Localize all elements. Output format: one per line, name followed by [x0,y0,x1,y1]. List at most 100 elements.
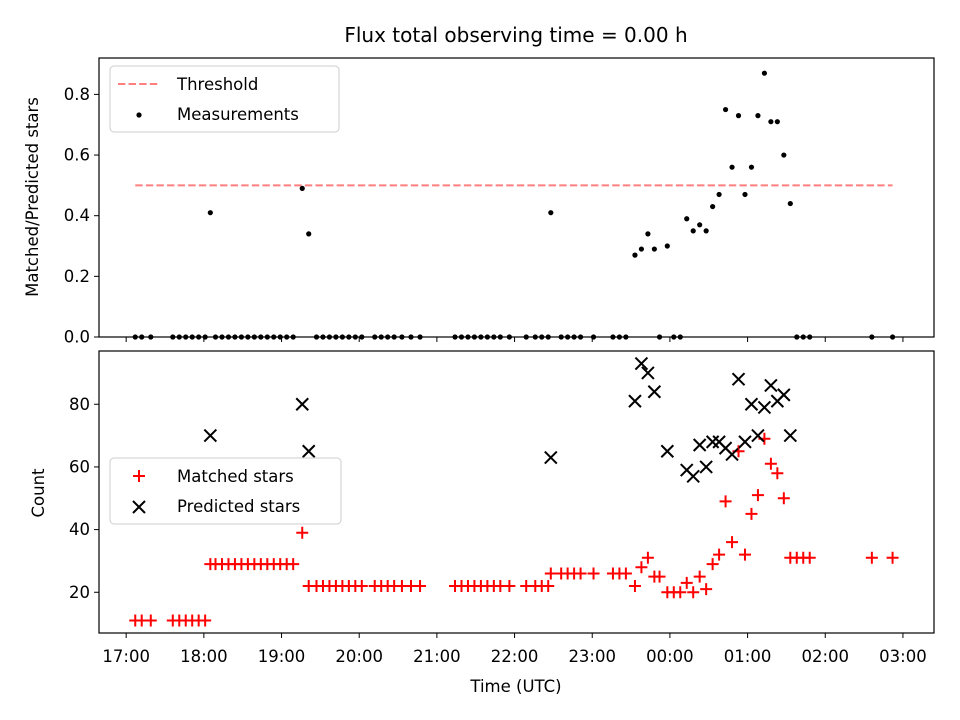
predicted-star-point [302,444,316,458]
predicted-star-point [777,388,791,402]
ratio-y-tick-label: 0.0 [64,328,90,347]
matched-star-point [738,548,751,561]
measurement-point [729,164,735,170]
predicted-star-point [686,469,700,484]
count-panel: Count Time (UTC) 20 40 60 80 17:00 18:00 19:00… [29,350,935,696]
measurement-point [716,191,722,198]
matched-star-point [414,580,427,592]
measurement-point [774,119,780,125]
matched-star-point [751,489,764,502]
predicted-star-point [699,460,713,474]
legend-label-predicted: Predicted stars [177,497,300,516]
measurement-point [703,228,709,234]
predicted-star-point [725,447,739,462]
count-x-tick-label: 03:00 [879,647,927,666]
count-legend-box [109,457,342,525]
ratio-plot-frame [98,57,935,338]
count-y-tick-label: 80 [69,395,90,414]
count-x-tick-label: 20:00 [335,647,383,666]
predicted-star-point [764,378,778,393]
count-legend: Matched stars Predicted stars [109,457,342,525]
matched-star-point [542,580,555,592]
matched-star-point [674,586,687,599]
measurement-point [632,252,638,258]
ratio-legend: Threshold Measurements [109,65,340,133]
predicted-star-point [738,435,752,449]
ratio-panel: Flux total observing time = 0.00 h Match… [23,23,935,347]
measurement-point [781,152,787,158]
count-y-tick-label: 40 [69,520,90,539]
matched-star-point [803,551,816,564]
matched-star-point [635,561,648,574]
matched-star-point [764,457,777,470]
measurement-point [548,210,554,216]
count-axes: 20 40 60 80 17:00 18:00 19:00 20:00 21:00 22:00 23… [69,395,927,666]
count-x-tick-label: 21:00 [413,647,461,666]
matched-star-point [641,551,654,564]
predicted-star-point [731,372,746,386]
measurement-point [768,119,774,125]
predicted-star-point [757,400,772,415]
count-y-tick-label: 60 [69,457,90,476]
predicted-star-point [634,356,649,371]
matched-star-point [700,583,713,596]
matched-star-point [726,536,739,549]
matched-star-point [719,495,732,508]
x-axis-label: Time (UTC) [469,677,561,696]
count-x-tick-label: 00:00 [646,647,694,666]
count-x-tick-label: 19:00 [258,647,306,666]
measurement-point [651,246,657,252]
count-x-tick-label: 02:00 [801,647,849,666]
matched-star-point [687,586,700,599]
measurement-point [299,185,305,192]
predicted-star-point [641,366,655,380]
measurement-point [735,113,742,119]
count-x-tick-label: 18:00 [180,647,228,666]
matched-star-point [574,567,587,580]
matched-star-point [771,467,784,480]
matched-star-point [886,551,899,564]
matched-star-point [865,551,878,564]
chart-title: Flux total observing time = 0.00 h [344,23,687,47]
measurement-point [306,231,312,237]
ratio-legend-box [109,65,340,133]
matched-star-point [693,570,706,583]
predicted-star-point [705,435,720,449]
matched-star-point [745,507,758,520]
predicted-star-point [295,397,309,411]
count-plot-frame [98,350,935,634]
measurement-point [697,222,703,228]
predicted-star-point [647,385,662,399]
legend-label-measurements: Measurements [177,105,299,124]
measurement-point [755,113,761,119]
count-x-tick-label: 17:00 [102,647,150,666]
ratio-y-tick-label: 0.6 [64,146,90,165]
matched-star-point [777,492,790,505]
measurement-point [645,231,651,237]
matched-star-point [587,567,600,580]
measurement-point [684,216,690,222]
count-x-tick-label: 01:00 [724,647,772,666]
measurement-point [761,70,768,76]
ratio-axes: 0.0 0.2 0.4 0.6 0.8 [64,85,904,347]
matched-star-point [628,580,641,592]
ratio-y-tick-label: 0.2 [64,267,90,286]
predicted-star-point [203,428,218,443]
count-x-tick-label: 22:00 [491,647,539,666]
measurement-point [722,106,729,113]
legend-label-threshold: Threshold [176,75,258,94]
matched-star-point [713,548,726,561]
matched-star-point [296,526,309,539]
count-data [129,356,899,627]
matched-star-point [706,558,719,571]
ratio-y-tick-label: 0.8 [64,85,90,104]
count-y-axis-label: Count [29,468,48,518]
count-y-tick-label: 20 [69,583,90,602]
measurement-point [748,164,755,170]
matched-star-point [287,558,300,571]
predicted-star-point [744,397,759,411]
predicted-star-point [544,450,558,465]
measurement-point [207,210,213,216]
predicted-star-point [692,438,707,452]
